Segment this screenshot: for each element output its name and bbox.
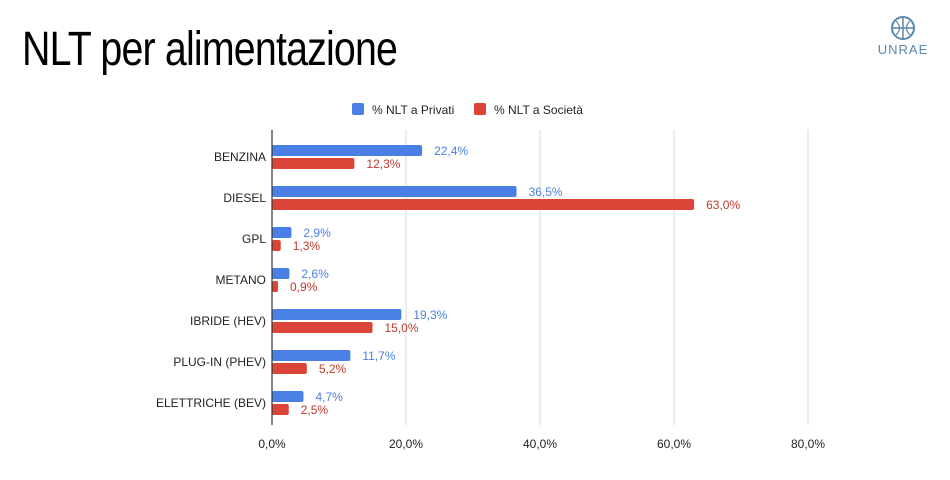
data-label: 5,2% bbox=[319, 362, 347, 376]
legend-swatch bbox=[474, 103, 486, 115]
category-label: IBRIDE (HEV) bbox=[190, 314, 266, 328]
category-label: BENZINA bbox=[214, 150, 266, 164]
bar-privati bbox=[272, 227, 292, 238]
data-label: 2,5% bbox=[301, 403, 329, 417]
category-label: GPL bbox=[242, 232, 266, 246]
page-title: NLT per alimentazione bbox=[22, 23, 398, 76]
data-label: 19,3% bbox=[413, 308, 447, 322]
bar-societa bbox=[272, 199, 695, 210]
x-tick-label: 60,0% bbox=[657, 437, 691, 451]
legend-label: % NLT a Società bbox=[494, 103, 583, 117]
legend-swatch bbox=[352, 103, 364, 115]
data-label: 12,3% bbox=[366, 157, 400, 171]
data-label: 36,5% bbox=[529, 185, 563, 199]
x-tick-label: 40,0% bbox=[523, 437, 557, 451]
x-tick-label: 20,0% bbox=[389, 437, 423, 451]
bar-privati bbox=[272, 145, 423, 156]
data-label: 2,6% bbox=[301, 267, 329, 281]
logo-wordmark: UNRAE bbox=[878, 42, 929, 57]
category-labels: BENZINA DIESEL GPL METANO IBRIDE (HEV) PLUG-I… bbox=[156, 150, 266, 410]
bar-privati bbox=[272, 268, 290, 279]
data-label: 4,7% bbox=[315, 390, 343, 404]
category-label: ELETTRICHE (BEV) bbox=[156, 396, 266, 410]
chart-legend: % NLT a Privati % NLT a Società bbox=[352, 103, 583, 117]
bar-societa bbox=[272, 363, 307, 374]
bar-societa bbox=[272, 240, 281, 251]
bar-privati bbox=[272, 309, 402, 320]
chart-bars bbox=[271, 130, 695, 425]
data-label: 63,0% bbox=[706, 198, 740, 212]
x-axis-ticks: 0,0% 20,0% 40,0% 60,0% 80,0% bbox=[258, 437, 825, 451]
chart-grid bbox=[405, 130, 809, 425]
data-label: 0,9% bbox=[290, 280, 318, 294]
data-label: 2,9% bbox=[303, 226, 331, 240]
bar-societa bbox=[272, 404, 289, 415]
bar-privati bbox=[272, 391, 304, 402]
category-label: PLUG-IN (PHEV) bbox=[173, 355, 266, 369]
bar-privati bbox=[272, 186, 517, 197]
data-label: 11,7% bbox=[362, 349, 395, 363]
unrae-logo: UNRAE bbox=[878, 16, 929, 57]
data-label: 15,0% bbox=[385, 321, 419, 335]
globe-icon bbox=[891, 16, 915, 40]
bar-societa bbox=[272, 281, 279, 292]
data-labels: 22,4% 12,3% 36,5% 63,0% 2,9%1,3% 2,6%0,9% 19,3… bbox=[290, 144, 740, 417]
data-label: 22,4% bbox=[434, 144, 468, 158]
bar-societa bbox=[272, 322, 373, 333]
x-tick-label: 0,0% bbox=[258, 437, 286, 451]
bar-societa bbox=[272, 158, 355, 169]
legend-label: % NLT a Privati bbox=[372, 103, 454, 117]
category-label: DIESEL bbox=[223, 191, 266, 205]
x-tick-label: 80,0% bbox=[791, 437, 825, 451]
category-label: METANO bbox=[216, 273, 266, 287]
bar-privati bbox=[272, 350, 351, 361]
data-label: 1,3% bbox=[293, 239, 321, 253]
